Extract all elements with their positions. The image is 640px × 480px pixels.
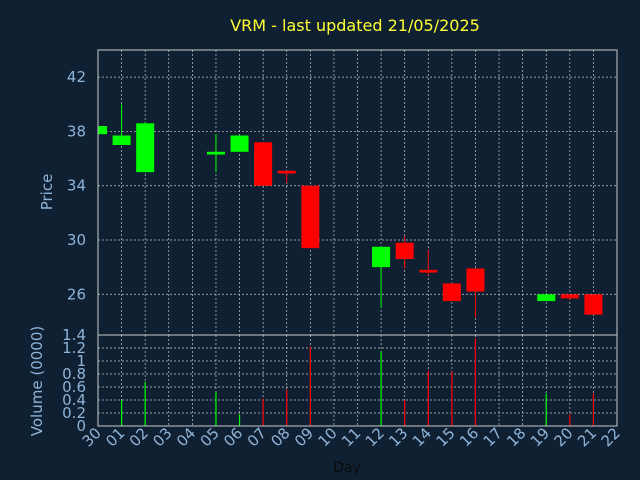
volume-y-tick-label: 1.2 — [62, 339, 86, 357]
x-tick-label: 07 — [244, 424, 270, 450]
volume-y-tick-label: 0.4 — [62, 391, 86, 409]
candle-body — [98, 126, 107, 135]
volume-y-ticks: 00.20.40.60.811.21.4 — [62, 326, 86, 435]
x-axis-label: Day — [333, 460, 361, 476]
volume-y-tick-label: 0.2 — [62, 404, 86, 422]
price-panel: 26 30 34 38 42 Price — [38, 49, 618, 336]
x-tick-label: 05 — [197, 424, 223, 450]
x-axis-ticks: 3001020304050607080910111213141516171819… — [79, 424, 624, 450]
x-tick-label: 21 — [574, 424, 600, 450]
volume-y-axis-label: Volume (0000) — [28, 326, 46, 436]
x-tick-label: 18 — [503, 424, 529, 450]
candle-body — [395, 242, 414, 259]
price-y-tick-label: 26 — [67, 285, 86, 303]
x-tick-label: 04 — [173, 424, 199, 450]
volume-panel: 00.20.40.60.811.21.4 Volume (0000) — [28, 326, 618, 436]
volume-y-tick-label: 1.4 — [62, 326, 86, 344]
candle-body — [537, 294, 556, 302]
volume-grid — [97, 334, 618, 427]
volume-y-tick-label: 0 — [76, 417, 86, 435]
candle-body — [584, 294, 603, 315]
x-tick-label: 03 — [149, 424, 175, 450]
x-tick-label: 16 — [456, 424, 482, 450]
volume-frame — [97, 334, 618, 427]
x-tick-label: 02 — [126, 424, 152, 450]
price-y-tick-label: 30 — [67, 231, 86, 249]
volume-bars — [120, 338, 595, 426]
price-frame — [97, 49, 618, 336]
candle-body — [466, 268, 485, 292]
price-y-tick-label: 38 — [67, 122, 86, 140]
x-tick-label: 08 — [267, 424, 293, 450]
candle-body — [372, 246, 391, 268]
x-tick-label: 14 — [409, 424, 435, 450]
candle-body — [442, 283, 461, 302]
candle-body — [112, 135, 131, 145]
price-grid — [97, 50, 618, 335]
price-y-tick-label: 34 — [67, 177, 86, 195]
candle-body — [277, 170, 296, 174]
x-tick-label: 12 — [362, 424, 388, 450]
x-tick-label: 13 — [385, 424, 411, 450]
candle-body — [419, 269, 438, 273]
x-tick-label: 11 — [338, 424, 364, 450]
candle-body — [560, 294, 579, 299]
candle-body — [301, 185, 320, 249]
x-tick-label: 20 — [550, 424, 576, 450]
x-tick-label: 10 — [315, 424, 341, 450]
volume-y-tick-label: 0.8 — [62, 365, 86, 383]
volume-y-tick-label: 1 — [76, 352, 86, 370]
x-tick-label: 22 — [598, 424, 624, 450]
x-tick-label: 19 — [527, 424, 553, 450]
x-tick-label: 06 — [220, 424, 246, 450]
x-tick-label: 01 — [102, 424, 128, 450]
candle-body — [136, 123, 155, 173]
x-tick-label: 09 — [291, 424, 317, 450]
price-candles — [97, 104, 603, 318]
chart-title: VRM - last updated 21/05/2025 — [230, 16, 480, 35]
candle-body — [206, 151, 225, 155]
candle-body — [254, 142, 273, 186]
price-y-axis-label: Price — [38, 174, 56, 211]
price-y-ticks: 26 30 34 38 42 — [67, 68, 86, 303]
price-y-tick-label: 42 — [67, 68, 86, 86]
candle-body — [230, 135, 249, 152]
volume-y-tick-label: 0.6 — [62, 378, 86, 396]
x-tick-label: 15 — [432, 424, 458, 450]
x-tick-label: 17 — [480, 424, 506, 450]
